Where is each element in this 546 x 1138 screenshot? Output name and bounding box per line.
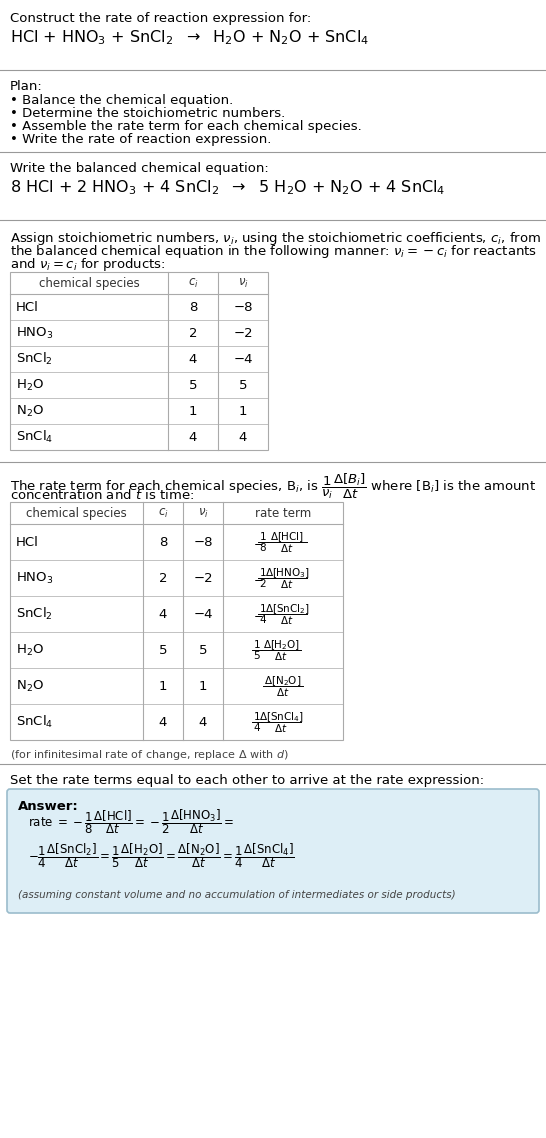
Text: $\nu_i$: $\nu_i$ — [198, 506, 209, 520]
Text: $\Delta t$: $\Delta t$ — [274, 650, 288, 662]
Text: 1: 1 — [254, 640, 260, 650]
Text: −8: −8 — [193, 536, 213, 549]
Text: 4: 4 — [239, 430, 247, 444]
Text: • Balance the chemical equation.: • Balance the chemical equation. — [10, 94, 233, 107]
Text: −4: −4 — [233, 353, 253, 365]
Text: SnCl$_4$: SnCl$_4$ — [16, 714, 53, 731]
Text: 4: 4 — [199, 716, 207, 728]
Text: 4: 4 — [159, 716, 167, 728]
Text: 4: 4 — [260, 615, 266, 625]
Text: 8 HCl + 2 HNO$_3$ + 4 SnCl$_2$  $\rightarrow$  5 H$_2$O + N$_2$O + 4 SnCl$_4$: 8 HCl + 2 HNO$_3$ + 4 SnCl$_2$ $\rightar… — [10, 178, 446, 197]
Text: rate term: rate term — [255, 506, 311, 520]
Text: • Assemble the rate term for each chemical species.: • Assemble the rate term for each chemic… — [10, 119, 362, 133]
Text: $\Delta t$: $\Delta t$ — [280, 542, 294, 554]
Text: 2: 2 — [189, 327, 197, 339]
Bar — [10, 502, 343, 740]
Text: concentration and $t$ is time:: concentration and $t$ is time: — [10, 488, 194, 502]
Text: 1: 1 — [199, 679, 207, 693]
Text: $\Delta t$: $\Delta t$ — [276, 686, 290, 698]
Text: $-$: $-$ — [253, 608, 264, 620]
Text: Set the rate terms equal to each other to arrive at the rate expression:: Set the rate terms equal to each other t… — [10, 774, 484, 787]
Text: −2: −2 — [233, 327, 253, 339]
Text: N$_2$O: N$_2$O — [16, 404, 44, 419]
Text: $\Delta$[HCl]: $\Delta$[HCl] — [270, 530, 304, 544]
Text: −8: −8 — [233, 300, 253, 313]
Text: • Determine the stoichiometric numbers.: • Determine the stoichiometric numbers. — [10, 107, 285, 119]
Text: 1: 1 — [260, 604, 266, 615]
Text: 4: 4 — [254, 723, 260, 733]
Text: $\Delta$[N$_2$O]: $\Delta$[N$_2$O] — [264, 674, 302, 687]
Text: H$_2$O: H$_2$O — [16, 378, 44, 393]
Text: $c_i$: $c_i$ — [158, 506, 168, 520]
Text: 1: 1 — [260, 531, 266, 542]
Text: HNO$_3$: HNO$_3$ — [16, 570, 54, 586]
Text: The rate term for each chemical species, B$_i$, is $\dfrac{1}{\nu_i}\dfrac{\Delt: The rate term for each chemical species,… — [10, 472, 536, 502]
Text: Plan:: Plan: — [10, 80, 43, 93]
Text: SnCl$_4$: SnCl$_4$ — [16, 429, 53, 445]
Text: $\Delta$[H$_2$O]: $\Delta$[H$_2$O] — [263, 638, 300, 652]
Text: Answer:: Answer: — [18, 800, 79, 813]
Text: (for infinitesimal rate of change, replace $\Delta$ with $d$): (for infinitesimal rate of change, repla… — [10, 748, 289, 762]
Text: 4: 4 — [189, 430, 197, 444]
Text: 1: 1 — [260, 568, 266, 578]
Text: $\Delta t$: $\Delta t$ — [280, 615, 294, 626]
Text: $-$: $-$ — [253, 536, 264, 549]
Text: $c_i$: $c_i$ — [188, 277, 198, 289]
Text: $\Delta$[HNO$_3$]: $\Delta$[HNO$_3$] — [265, 566, 310, 580]
Text: 4: 4 — [189, 353, 197, 365]
Text: 4: 4 — [159, 608, 167, 620]
Text: −2: −2 — [193, 571, 213, 585]
Text: 2: 2 — [260, 579, 266, 589]
Text: 1: 1 — [189, 404, 197, 418]
Text: Write the balanced chemical equation:: Write the balanced chemical equation: — [10, 162, 269, 175]
Text: SnCl$_2$: SnCl$_2$ — [16, 605, 53, 622]
Text: 8: 8 — [260, 543, 266, 553]
Text: HCl: HCl — [16, 300, 39, 313]
Text: SnCl$_2$: SnCl$_2$ — [16, 351, 53, 368]
Text: 5: 5 — [254, 651, 260, 661]
Text: 5: 5 — [189, 379, 197, 391]
Bar — [10, 272, 268, 450]
Text: $\Delta$[SnCl$_4$]: $\Delta$[SnCl$_4$] — [259, 710, 304, 724]
Text: $\nu_i$: $\nu_i$ — [238, 277, 248, 289]
Text: chemical species: chemical species — [39, 277, 139, 289]
Text: $\Delta t$: $\Delta t$ — [274, 721, 288, 734]
Text: and $\nu_i = c_i$ for products:: and $\nu_i = c_i$ for products: — [10, 256, 165, 273]
Text: HCl: HCl — [16, 536, 39, 549]
FancyBboxPatch shape — [7, 789, 539, 913]
Text: Assign stoichiometric numbers, $\nu_i$, using the stoichiometric coefficients, $: Assign stoichiometric numbers, $\nu_i$, … — [10, 230, 541, 247]
Text: 1: 1 — [159, 679, 167, 693]
Text: 1: 1 — [254, 712, 260, 721]
Text: HNO$_3$: HNO$_3$ — [16, 325, 54, 340]
Text: rate $= -\dfrac{1}{8}\dfrac{\Delta[\mathrm{HCl}]}{\Delta t} = -\dfrac{1}{2}\dfra: rate $= -\dfrac{1}{8}\dfrac{\Delta[\math… — [28, 808, 234, 836]
Text: N$_2$O: N$_2$O — [16, 678, 44, 693]
Text: 8: 8 — [159, 536, 167, 549]
Text: $\Delta$[SnCl$_2$]: $\Delta$[SnCl$_2$] — [265, 602, 310, 616]
Text: $-$: $-$ — [253, 571, 264, 585]
Text: 1: 1 — [239, 404, 247, 418]
Text: 5: 5 — [199, 643, 207, 657]
Text: 2: 2 — [159, 571, 167, 585]
Text: 5: 5 — [159, 643, 167, 657]
Text: $-\dfrac{1}{4}\dfrac{\Delta[\mathrm{SnCl_2}]}{\Delta t} = \dfrac{1}{5}\dfrac{\De: $-\dfrac{1}{4}\dfrac{\Delta[\mathrm{SnCl… — [28, 842, 295, 871]
Text: $\Delta t$: $\Delta t$ — [280, 578, 294, 589]
Text: Construct the rate of reaction expression for:: Construct the rate of reaction expressio… — [10, 13, 311, 25]
Text: H$_2$O: H$_2$O — [16, 643, 44, 658]
Text: 5: 5 — [239, 379, 247, 391]
Text: the balanced chemical equation in the following manner: $\nu_i = -c_i$ for react: the balanced chemical equation in the fo… — [10, 244, 537, 259]
Text: 8: 8 — [189, 300, 197, 313]
Text: HCl + HNO$_3$ + SnCl$_2$  $\rightarrow$  H$_2$O + N$_2$O + SnCl$_4$: HCl + HNO$_3$ + SnCl$_2$ $\rightarrow$ H… — [10, 28, 369, 47]
Text: chemical species: chemical species — [26, 506, 127, 520]
Text: −4: −4 — [193, 608, 213, 620]
Text: • Write the rate of reaction expression.: • Write the rate of reaction expression. — [10, 133, 271, 146]
Text: (assuming constant volume and no accumulation of intermediates or side products): (assuming constant volume and no accumul… — [18, 890, 455, 900]
